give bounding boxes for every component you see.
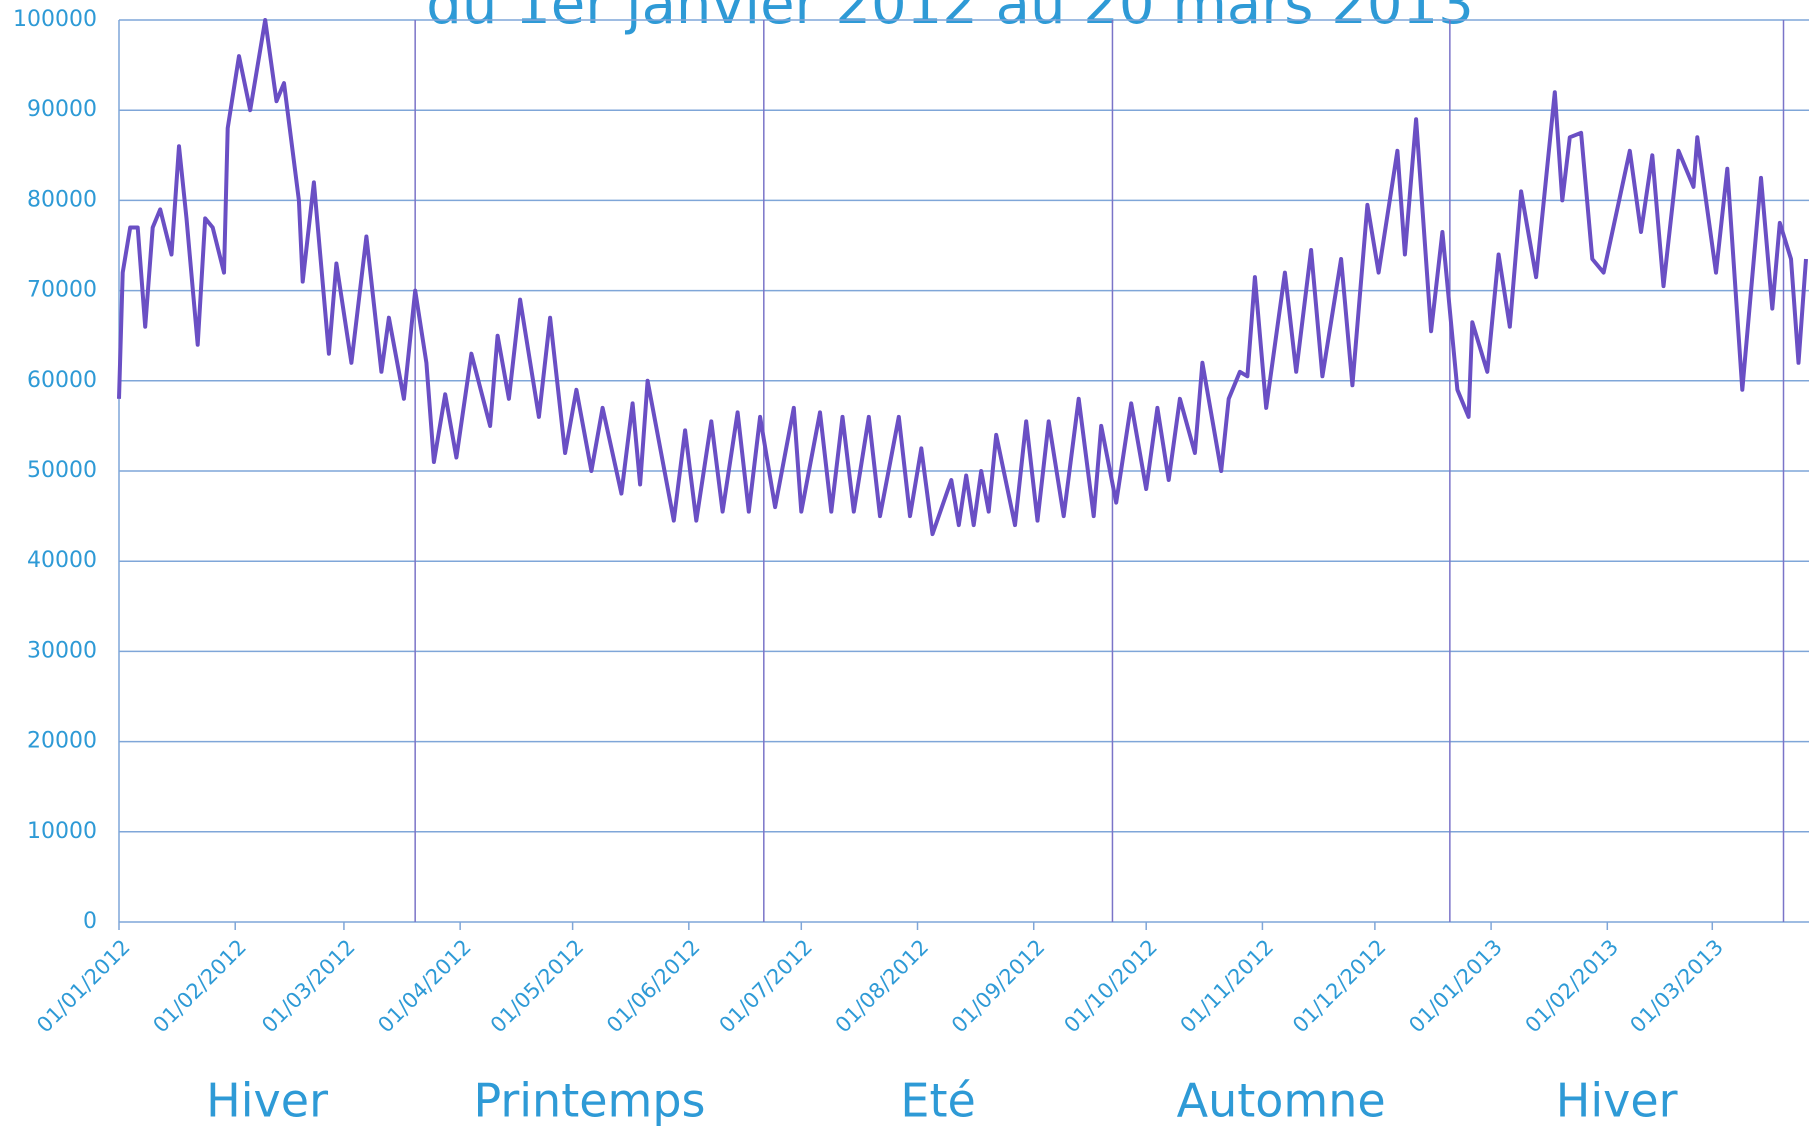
- x-tick-label: 01/07/2012: [715, 935, 818, 1038]
- x-tick-label: 01/01/2012: [32, 935, 135, 1038]
- x-tick-label: 01/03/2013: [1625, 935, 1728, 1038]
- season-label: Hiver: [1556, 1074, 1678, 1128]
- y-tick-label: 70000: [27, 278, 97, 303]
- season-label: Hiver: [206, 1074, 328, 1128]
- x-tick-label: 01/05/2012: [486, 935, 589, 1038]
- data-line: [117, 18, 1808, 537]
- season-label: Automne: [1177, 1074, 1386, 1128]
- x-tick-label: 01/12/2012: [1288, 935, 1391, 1038]
- x-tick-label: 01/03/2012: [257, 935, 360, 1038]
- x-tick-label: 01/02/2013: [1521, 935, 1624, 1038]
- y-tick-label: 60000: [27, 368, 97, 393]
- x-tick-label: 01/08/2012: [831, 935, 934, 1038]
- y-tick-label: 30000: [27, 638, 97, 663]
- y-tick-label: 80000: [27, 187, 97, 212]
- x-tick-label: 01/04/2012: [373, 935, 476, 1038]
- y-tick-label: 100000: [13, 7, 97, 32]
- season-label: Printemps: [473, 1074, 705, 1128]
- x-tick-label: 01/10/2012: [1059, 935, 1162, 1038]
- y-tick-label: 90000: [27, 97, 97, 122]
- x-tick-label: 01/09/2012: [947, 935, 1050, 1038]
- season-label: Eté: [900, 1074, 975, 1128]
- y-tick-label: 0: [83, 909, 97, 934]
- y-tick-label: 50000: [27, 458, 97, 483]
- y-tick-label: 40000: [27, 548, 97, 573]
- x-tick-label: 01/02/2012: [148, 935, 251, 1038]
- x-tick-label: 01/06/2012: [602, 935, 705, 1038]
- x-tick-label: 01/01/2013: [1404, 935, 1507, 1038]
- chart-title: du 1er janvier 2012 au 20 mars 2013: [426, 0, 1473, 37]
- y-tick-label: 20000: [27, 729, 97, 754]
- x-tick-label: 01/11/2012: [1176, 935, 1279, 1038]
- y-tick-label: 10000: [27, 819, 97, 844]
